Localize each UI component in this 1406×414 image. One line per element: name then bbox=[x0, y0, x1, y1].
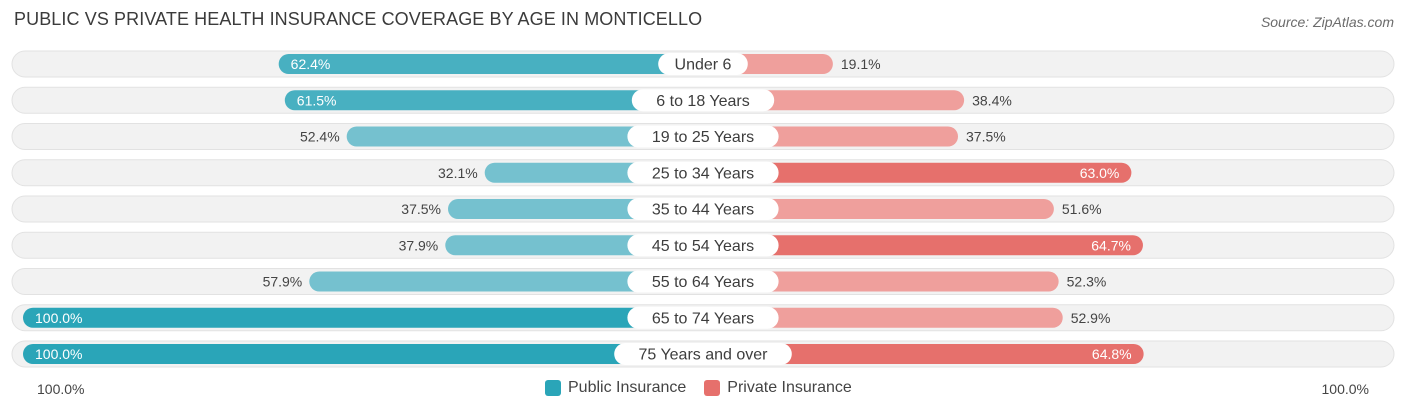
category-label: 55 to 64 Years bbox=[652, 274, 754, 291]
value-label-private: 64.7% bbox=[1091, 237, 1131, 253]
bar-public bbox=[23, 344, 703, 364]
category-label-background bbox=[631, 89, 775, 112]
value-label-public: 37.5% bbox=[401, 201, 441, 217]
value-label-public: 52.4% bbox=[300, 129, 340, 145]
value-label-private: 38.4% bbox=[972, 92, 1012, 108]
value-label-private: 63.0% bbox=[1080, 165, 1120, 181]
value-label-public: 61.5% bbox=[297, 92, 337, 108]
category-label: 25 to 34 Years bbox=[652, 165, 754, 182]
value-label-public: 100.0% bbox=[35, 310, 82, 326]
bar-public bbox=[278, 54, 703, 74]
legend-label-private: Private Insurance bbox=[727, 379, 852, 396]
bar-private bbox=[703, 235, 1143, 256]
legend: Public Insurance Private Insurance bbox=[545, 379, 870, 397]
category-label-background bbox=[627, 198, 779, 220]
category-label-background bbox=[627, 125, 779, 148]
value-label-private: 64.8% bbox=[1092, 346, 1132, 362]
category-label: Under 6 bbox=[675, 57, 732, 74]
axis-right-label: 100.0% bbox=[1321, 381, 1369, 397]
value-label-private: 19.1% bbox=[841, 56, 881, 72]
source-label: Source: ZipAtlas.com bbox=[1260, 14, 1394, 30]
bar-private bbox=[703, 344, 1144, 364]
category-label: 45 to 54 Years bbox=[652, 238, 754, 255]
category-label-background bbox=[614, 343, 792, 365]
bar-private bbox=[703, 307, 1063, 328]
category-label-background bbox=[658, 53, 748, 75]
bar-public bbox=[309, 271, 703, 292]
category-label: 19 to 25 Years bbox=[652, 129, 754, 146]
bar-public bbox=[23, 307, 703, 328]
category-label-background bbox=[627, 234, 779, 257]
value-label-private: 52.9% bbox=[1071, 310, 1111, 326]
legend-item-private: Private Insurance bbox=[704, 379, 852, 397]
bar-private bbox=[703, 162, 1132, 183]
value-label-private: 37.5% bbox=[966, 129, 1006, 145]
value-label-public: 37.9% bbox=[399, 237, 439, 253]
category-label: 6 to 18 Years bbox=[656, 93, 749, 110]
bar-private bbox=[703, 271, 1059, 292]
category-label: 65 to 74 Years bbox=[652, 310, 754, 327]
value-label-private: 51.6% bbox=[1062, 201, 1102, 217]
bar-public bbox=[284, 90, 703, 111]
bar-private bbox=[703, 199, 1054, 219]
legend-item-public: Public Insurance bbox=[545, 379, 686, 397]
category-label-background bbox=[627, 306, 779, 329]
value-label-public: 62.4% bbox=[291, 56, 331, 72]
category-label: 35 to 44 Years bbox=[652, 202, 754, 219]
legend-label-public: Public Insurance bbox=[568, 379, 687, 396]
axis-left-label: 100.0% bbox=[37, 381, 85, 397]
bar-public bbox=[346, 126, 703, 147]
chart-area: Under 6 62.4% 19.1% 6 to 18 Years 61.5% 38.4%… bbox=[11, 50, 1395, 368]
legend-swatch-private bbox=[704, 380, 721, 396]
category-label: 75 Years and over bbox=[639, 347, 769, 364]
legend-swatch-public bbox=[545, 380, 561, 396]
category-label-background bbox=[627, 161, 779, 184]
value-label-public: 100.0% bbox=[35, 346, 82, 362]
chart-title: PUBLIC VS PRIVATE HEALTH INSURANCE COVER… bbox=[14, 9, 703, 29]
category-label-background bbox=[627, 270, 779, 293]
value-label-public: 32.1% bbox=[438, 165, 478, 181]
value-label-public: 57.9% bbox=[263, 274, 303, 290]
value-label-private: 52.3% bbox=[1067, 274, 1107, 290]
